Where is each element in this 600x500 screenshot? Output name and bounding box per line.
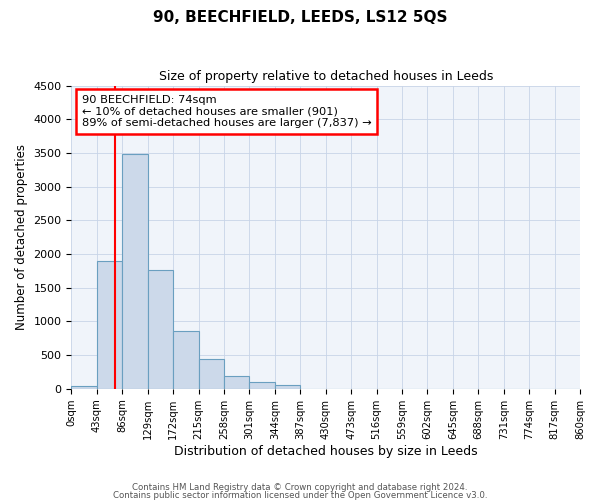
Bar [97, 261, 122, 389]
Text: Contains public sector information licensed under the Open Government Licence v3: Contains public sector information licen… [113, 490, 487, 500]
Bar [148, 270, 173, 389]
Bar [224, 376, 250, 389]
Bar [199, 358, 224, 389]
Bar [71, 386, 97, 389]
Bar [250, 382, 275, 389]
X-axis label: Distribution of detached houses by size in Leeds: Distribution of detached houses by size … [174, 444, 478, 458]
Title: Size of property relative to detached houses in Leeds: Size of property relative to detached ho… [158, 70, 493, 83]
Text: Contains HM Land Registry data © Crown copyright and database right 2024.: Contains HM Land Registry data © Crown c… [132, 484, 468, 492]
Bar [275, 385, 300, 389]
Text: 90, BEECHFIELD, LEEDS, LS12 5QS: 90, BEECHFIELD, LEEDS, LS12 5QS [153, 10, 447, 25]
Bar [173, 331, 199, 389]
Text: 90 BEECHFIELD: 74sqm
← 10% of detached houses are smaller (901)
89% of semi-deta: 90 BEECHFIELD: 74sqm ← 10% of detached h… [82, 94, 371, 128]
Bar [122, 154, 148, 389]
Y-axis label: Number of detached properties: Number of detached properties [15, 144, 28, 330]
